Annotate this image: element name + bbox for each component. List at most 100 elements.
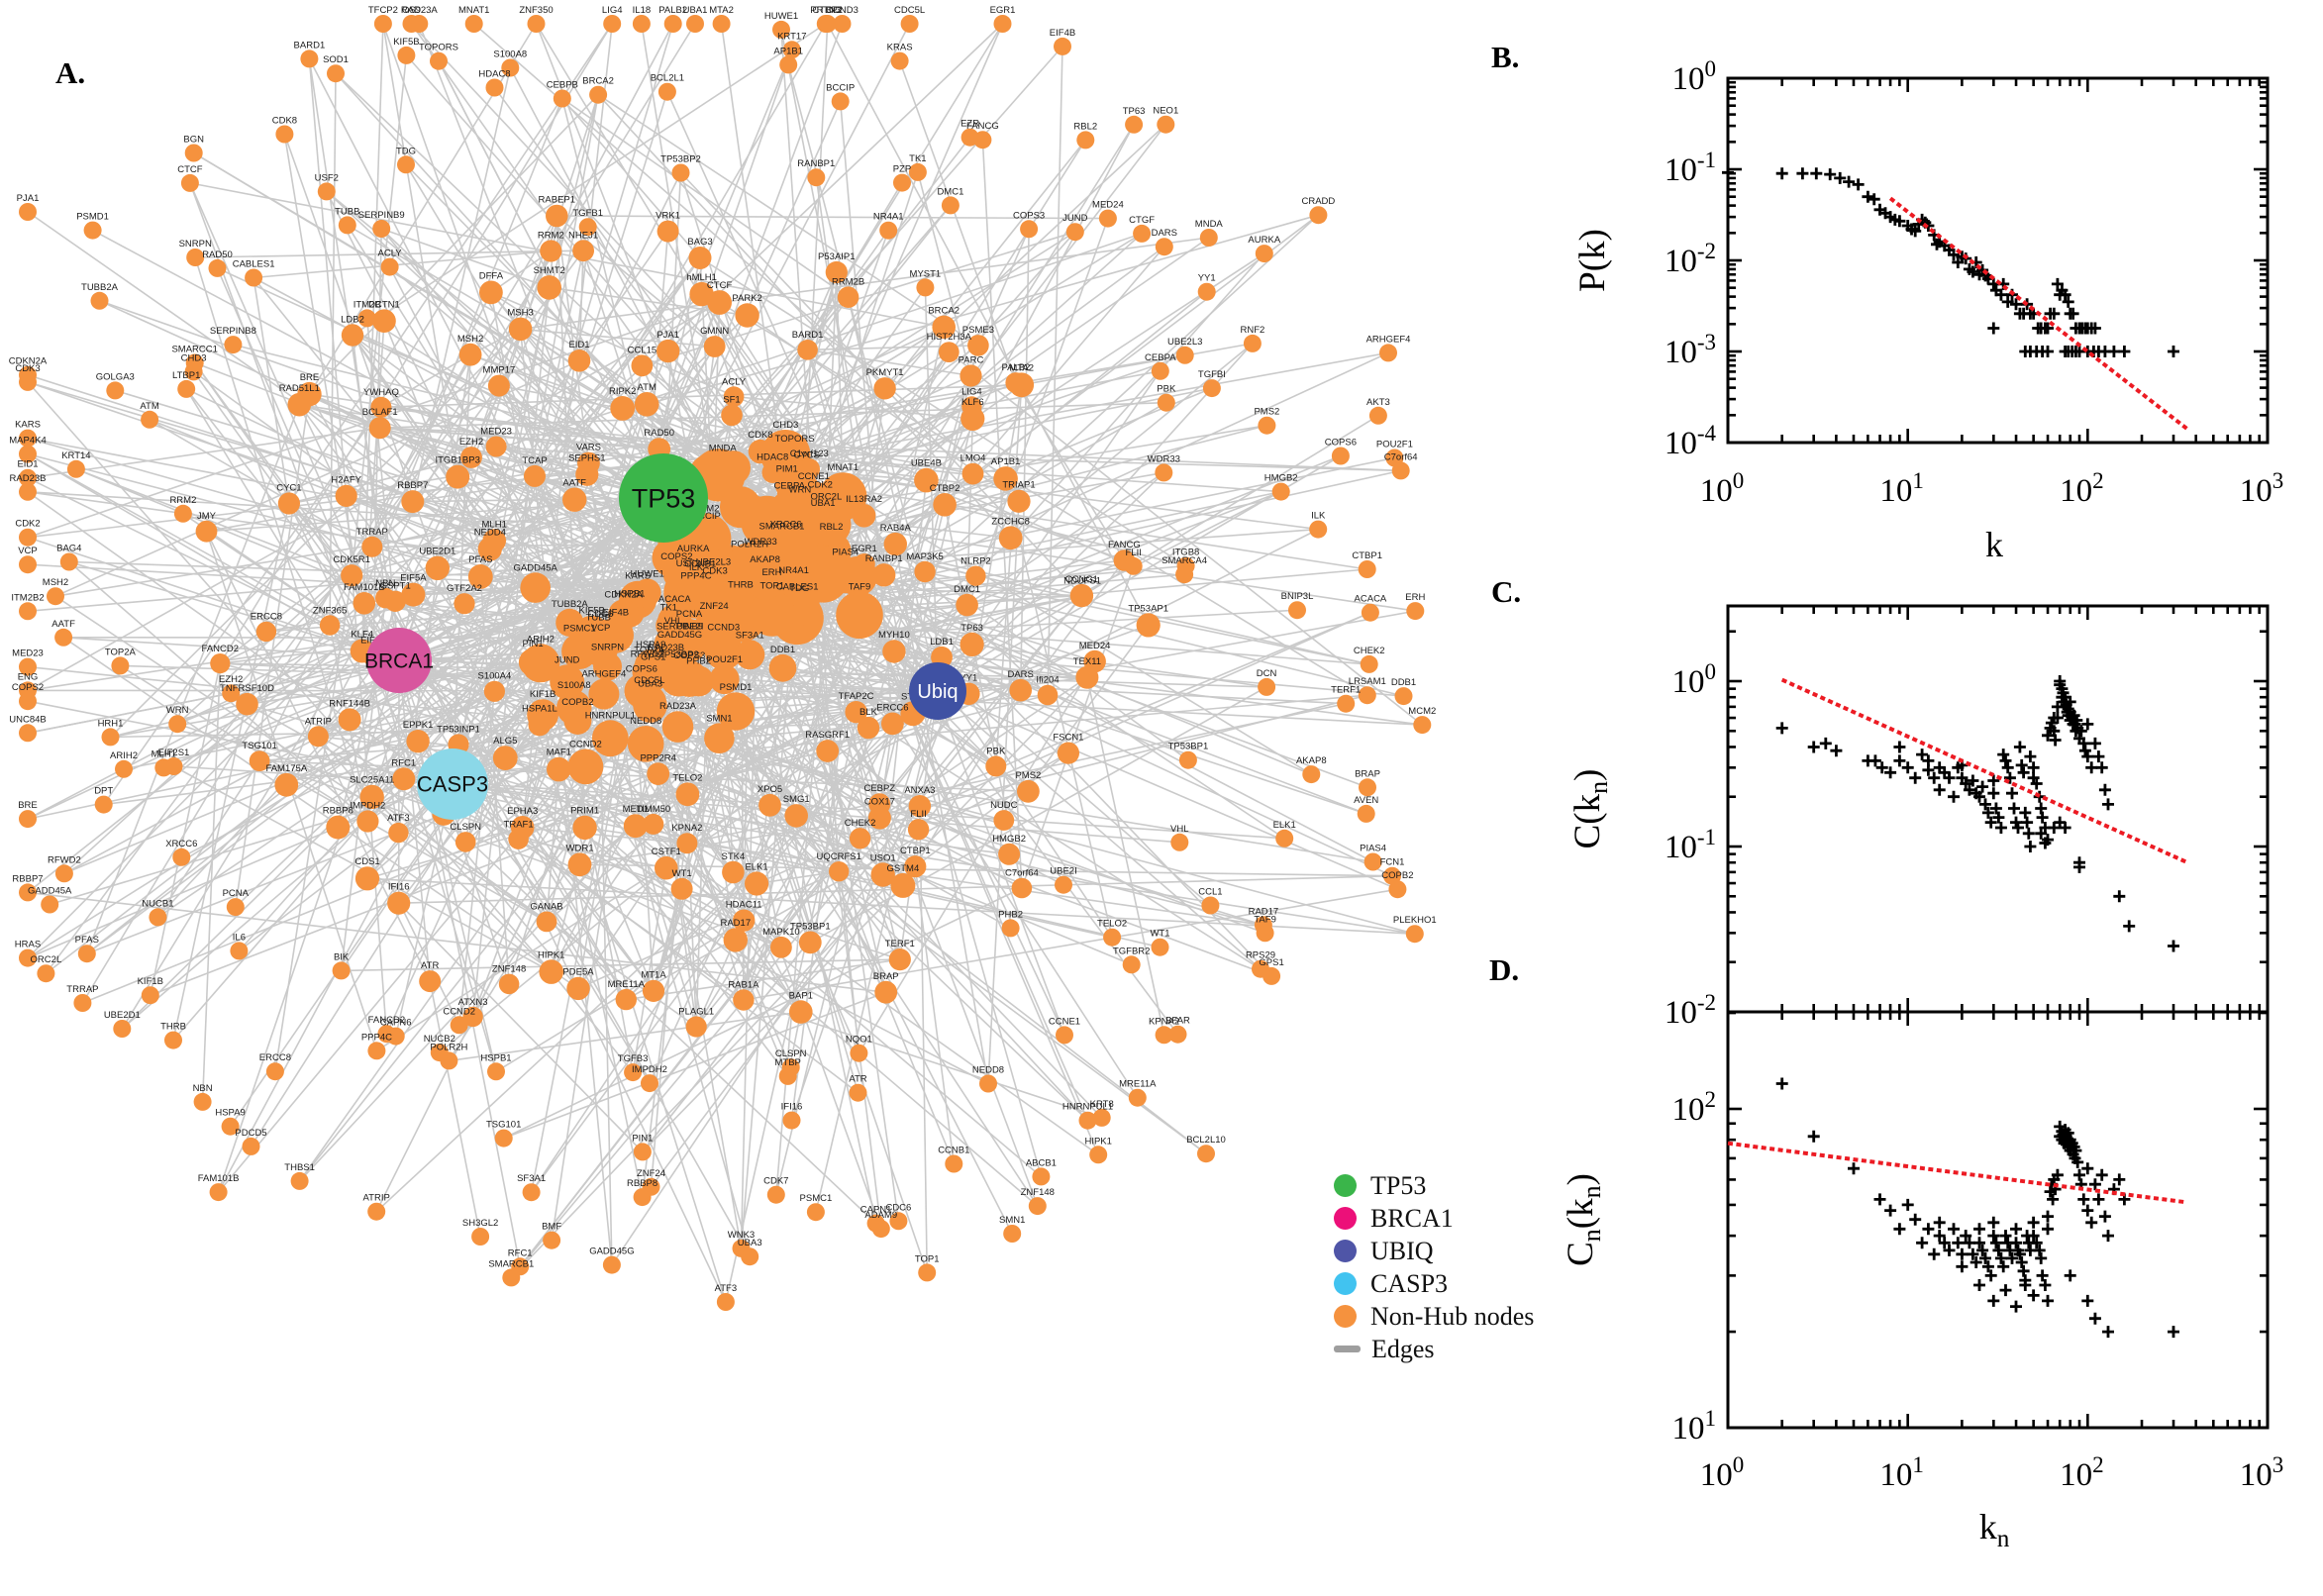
network-node	[883, 532, 907, 556]
node-label: RBL2	[1073, 121, 1097, 132]
network-edge	[380, 406, 795, 457]
node-label: PCNA	[223, 888, 250, 899]
network-node	[588, 678, 620, 710]
network-node	[1337, 694, 1356, 713]
node-label: TK1	[909, 153, 926, 164]
network-node	[1302, 765, 1321, 784]
node-label: ERCC6	[876, 703, 908, 714]
network-node	[1178, 750, 1197, 769]
data-point	[2081, 1294, 2094, 1307]
node-label: TP53BP2	[660, 154, 701, 165]
node-label: CTBP1	[900, 846, 931, 856]
network-node	[633, 1188, 652, 1207]
network-node	[19, 528, 37, 547]
data-point	[1928, 1247, 1941, 1260]
network-node	[1133, 224, 1152, 243]
network-edge	[27, 600, 396, 894]
node-label: CCNG1	[1065, 574, 1098, 585]
data-point	[2073, 860, 2085, 873]
network-node	[236, 692, 258, 716]
network-node	[372, 220, 391, 238]
node-label: PSMD1	[76, 212, 109, 223]
network-node	[547, 756, 571, 782]
network-edge	[380, 384, 1022, 409]
node-label: GADD45G	[657, 630, 702, 641]
node-label: LIG4	[961, 386, 982, 397]
node-label: TP63	[960, 623, 983, 634]
node-label: RAD23A	[401, 5, 439, 16]
panel-b-label: B.	[1491, 40, 1520, 74]
network-node	[634, 392, 659, 417]
data-point	[1984, 1269, 1997, 1282]
network-node	[230, 942, 249, 960]
node-label: CDS1	[354, 856, 379, 867]
network-node	[397, 46, 416, 64]
network-edge	[808, 468, 1312, 775]
node-label: SMN1	[706, 713, 732, 724]
data-point	[1893, 754, 1906, 767]
network-edge	[27, 536, 400, 661]
network-edge	[194, 256, 369, 822]
network-node	[184, 362, 203, 381]
network-node	[623, 814, 648, 839]
data-point	[2042, 322, 2054, 335]
network-node	[221, 1117, 240, 1136]
network-node	[656, 612, 682, 639]
network-node	[111, 656, 130, 675]
network-node	[245, 268, 263, 287]
node-label: SF3A1	[736, 630, 764, 641]
network-edge	[352, 23, 827, 337]
network-node	[761, 461, 783, 483]
network-node	[361, 536, 383, 557]
node-label: NUCB1	[142, 898, 173, 909]
data-point	[1868, 754, 1881, 767]
network-edge	[283, 134, 507, 758]
network-node	[59, 552, 78, 571]
node-label: KRAS	[887, 43, 913, 53]
node-label: BAG4	[56, 544, 81, 554]
data-point	[2113, 1173, 2126, 1186]
network-edge	[944, 504, 1186, 567]
node-label: THBS1	[284, 1162, 315, 1173]
node-label: TAF9	[849, 581, 871, 592]
network-node	[633, 688, 667, 723]
network-edge	[417, 741, 521, 1267]
node-label: RRM2	[169, 495, 196, 506]
node-label: TDG	[789, 583, 809, 594]
network-node	[663, 15, 682, 33]
data-point	[2017, 1264, 2030, 1277]
hub-label-casp3: CASP3	[417, 772, 488, 797]
network-node	[662, 561, 690, 589]
hub-label-brca1: BRCA1	[364, 649, 434, 672]
network-node	[567, 349, 591, 372]
network-node	[1197, 282, 1216, 301]
network-node	[567, 748, 604, 785]
node-label: UBE4B	[911, 458, 942, 469]
node-label: MED1	[623, 804, 649, 815]
network-node	[867, 806, 891, 830]
node-label: COPS3	[1013, 210, 1045, 221]
data-point	[2095, 761, 2108, 774]
network-node	[37, 964, 55, 983]
network-node	[874, 980, 898, 1004]
node-label: PSMC1	[800, 1193, 833, 1204]
node-label: IL13RA2	[846, 494, 882, 505]
node-label: ACLY	[378, 249, 403, 259]
data-point	[1963, 1237, 1975, 1249]
network-node	[536, 911, 557, 933]
node-label: MRE11A	[1119, 1079, 1157, 1090]
node-label: MSH2	[457, 334, 483, 345]
node-label: HSPB1	[480, 1052, 511, 1063]
node-label: KPNA2	[671, 823, 702, 834]
network-node	[277, 492, 300, 515]
network-edge	[657, 302, 721, 449]
network-node	[356, 810, 379, 833]
network-node	[372, 309, 396, 334]
node-label: FANCG	[966, 121, 999, 132]
network-node	[19, 657, 37, 676]
network-node	[54, 864, 73, 883]
network-node	[367, 1042, 386, 1060]
node-label: RBBP8	[627, 1178, 657, 1189]
network-node	[1056, 1026, 1073, 1045]
network-node	[647, 762, 670, 785]
